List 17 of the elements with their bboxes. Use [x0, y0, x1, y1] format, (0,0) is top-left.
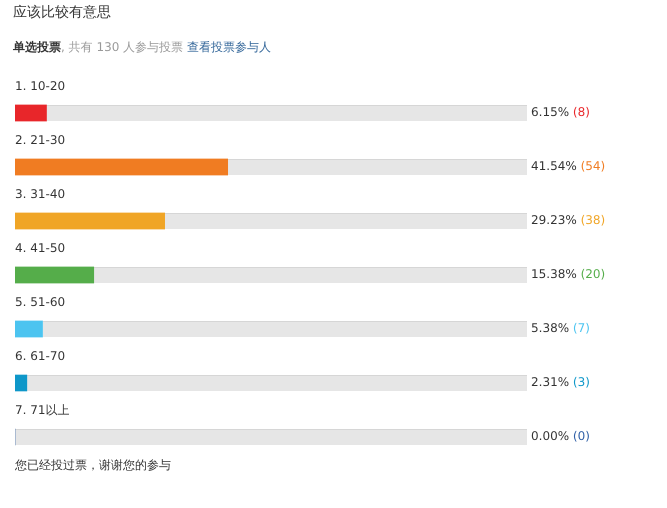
data-label: 6.15% (8) [531, 105, 590, 120]
chart-subtitle: 单选投票, 共有 130 人参与投票 查看投票参与人 [12, 40, 271, 54]
y-tick-label: 6. 61-70 [15, 349, 66, 364]
data-label: 5.38% (7) [531, 321, 590, 336]
y-tick-label: 5. 51-60 [15, 295, 66, 310]
y-tick-label: 4. 41-50 [15, 241, 66, 256]
data-label: 2.31% (3) [531, 375, 590, 390]
data-label: 41.54% (54) [531, 159, 606, 174]
data-label: 15.38% (20) [531, 267, 606, 282]
y-tick-label: 1. 10-20 [15, 79, 66, 94]
chart-title: 应该比较有意思 [13, 4, 111, 21]
y-tick-label: 2. 21-30 [15, 133, 66, 148]
text: 您已经投过票，谢谢您的参与 [14, 458, 171, 472]
y-tick-label: 7. 71以上 [15, 403, 70, 418]
data-label: 29.23% (38) [531, 213, 606, 228]
data-label: 0.00% (0) [531, 429, 590, 444]
y-tick-label: 3. 31-40 [15, 187, 66, 202]
